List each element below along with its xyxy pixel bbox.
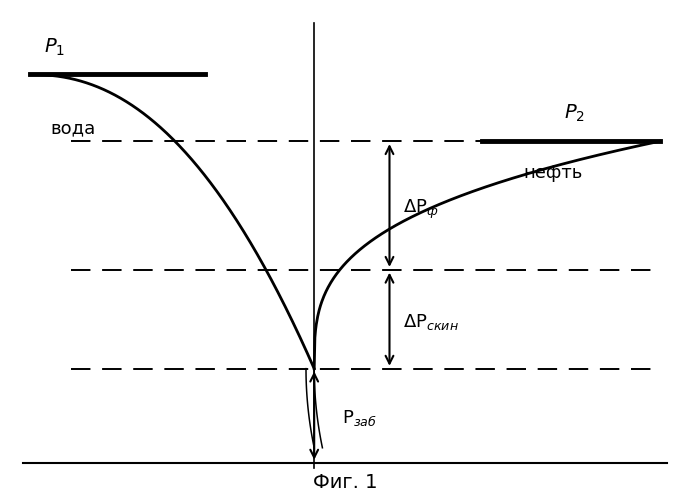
Text: ΔP$_ф$: ΔP$_ф$	[403, 198, 439, 221]
Text: ΔP$_{скин}$: ΔP$_{скин}$	[403, 312, 459, 332]
Text: P$_2$: P$_2$	[564, 103, 585, 124]
Text: P$_1$: P$_1$	[44, 36, 65, 58]
Text: P$_{заб}$: P$_{заб}$	[342, 408, 377, 428]
Text: Фиг. 1: Фиг. 1	[313, 474, 377, 492]
Text: нефть: нефть	[523, 164, 582, 182]
Text: вода: вода	[50, 120, 96, 138]
